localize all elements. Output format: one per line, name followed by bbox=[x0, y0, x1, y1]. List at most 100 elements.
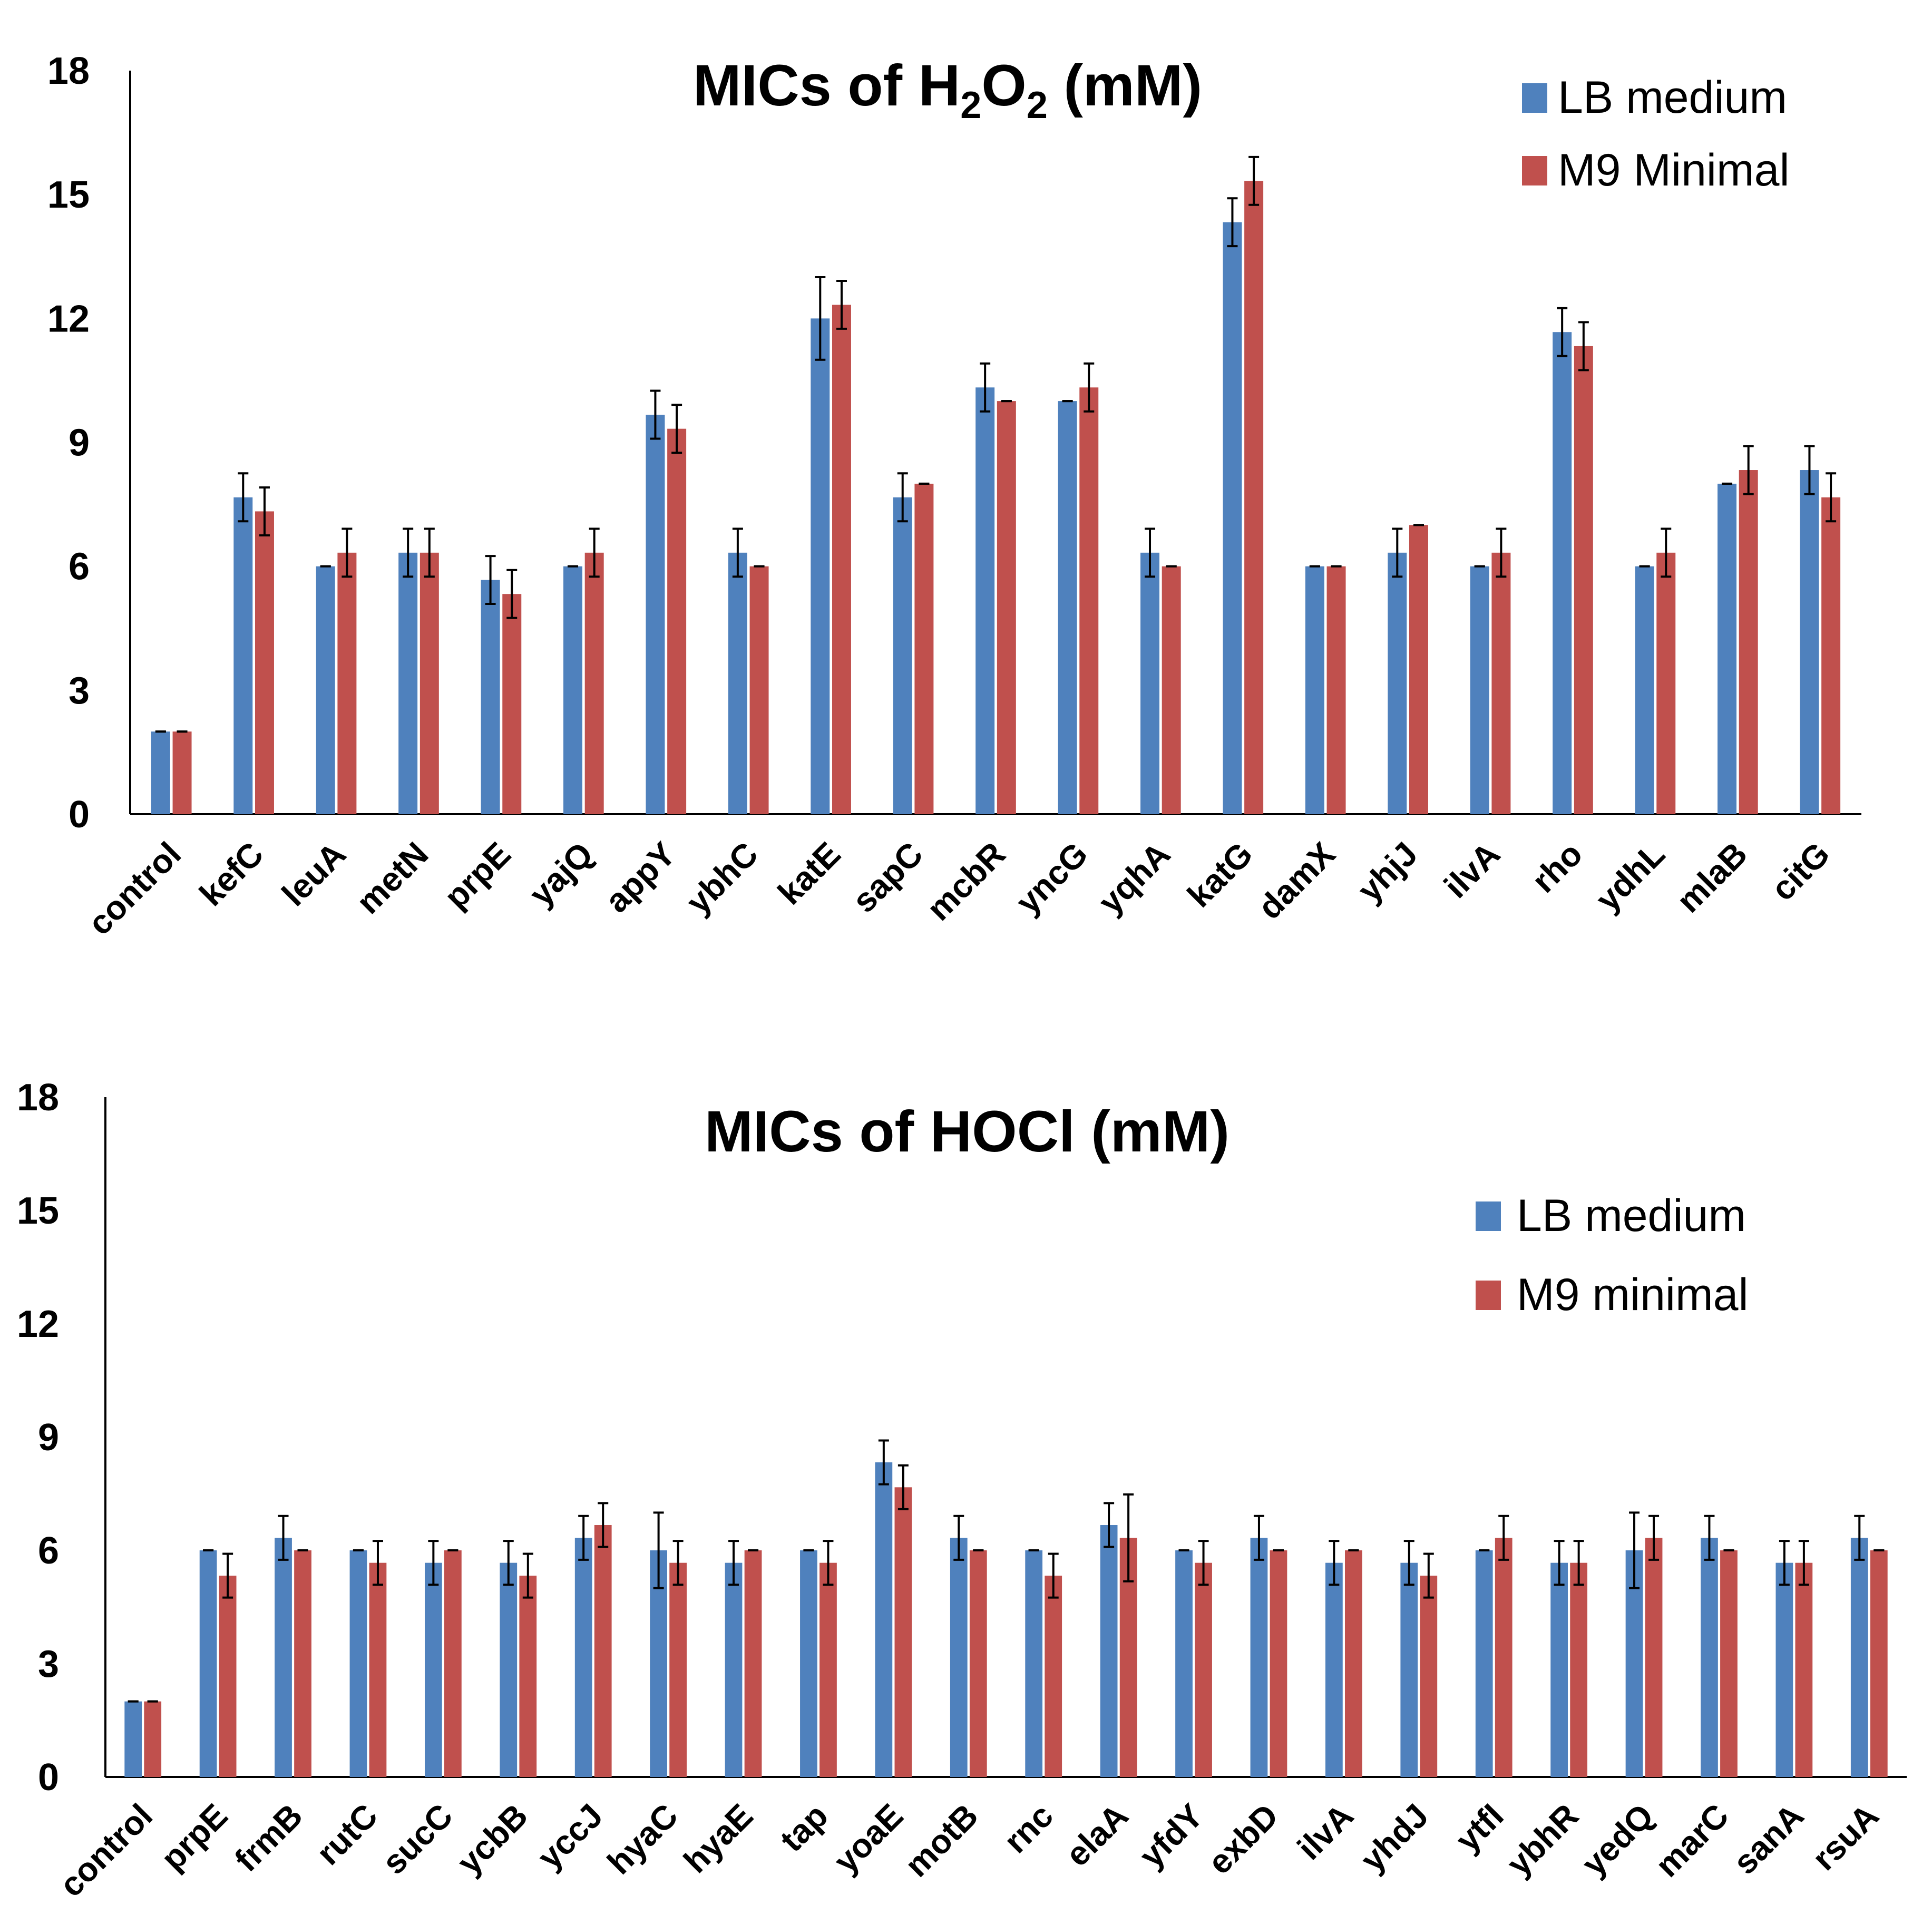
bar-prpE-m9 bbox=[502, 594, 522, 814]
bar-sucC-lb bbox=[424, 1562, 442, 1777]
bar-ilvA-lb bbox=[1325, 1562, 1343, 1777]
hocl-chart: MICs of HOCl (mM) LB medium M9 minimal 0… bbox=[17, 1077, 1907, 1904]
y-tick-label: 6 bbox=[38, 1530, 59, 1572]
bar-tap-m9 bbox=[819, 1562, 837, 1777]
bar-frmB-lb bbox=[275, 1538, 292, 1777]
bar-katE-m9 bbox=[832, 305, 851, 814]
category-label-motB: motB bbox=[897, 1796, 985, 1884]
y-tick-label: 0 bbox=[38, 1756, 59, 1799]
error-bar bbox=[1779, 1540, 1790, 1586]
error-bar bbox=[815, 276, 826, 361]
category-label-exbD: exbD bbox=[1201, 1796, 1286, 1882]
bar-sucC-m9 bbox=[444, 1550, 462, 1777]
legend-label-m9: M9 minimal bbox=[1517, 1269, 1749, 1320]
legend: LB medium M9 Minimal bbox=[1522, 72, 1790, 196]
bar-ilvA-m9 bbox=[1345, 1550, 1362, 1777]
error-bar bbox=[341, 527, 353, 578]
category-label-yncG: yncG bbox=[1009, 835, 1095, 921]
bar-yfdY-m9 bbox=[1195, 1562, 1212, 1777]
error-bar bbox=[589, 527, 600, 578]
bar-prpE-lb bbox=[199, 1550, 217, 1777]
y-tick-label: 18 bbox=[47, 50, 90, 92]
legend-label-lb: LB medium bbox=[1558, 72, 1787, 123]
bar-control-lb bbox=[124, 1701, 142, 1777]
bar-prpE-m9 bbox=[219, 1576, 237, 1777]
y-tick-label: 3 bbox=[38, 1643, 59, 1685]
category-label-metN: metN bbox=[349, 835, 435, 921]
error-bar bbox=[598, 1502, 609, 1548]
bar-exbD-m9 bbox=[1270, 1550, 1287, 1777]
bar-leuA-lb bbox=[316, 566, 335, 814]
error-bar bbox=[1104, 1502, 1115, 1548]
h2o2-chart: MICs of H2O2 (mM) LB medium M9 Minimal 0… bbox=[47, 50, 1861, 942]
category-label-yedQ: yedQ bbox=[1574, 1796, 1661, 1883]
bar-appY-m9 bbox=[667, 428, 687, 814]
error-bar bbox=[428, 1540, 439, 1586]
error-bar bbox=[1498, 1515, 1509, 1561]
bar-kefC-lb bbox=[233, 497, 253, 814]
bar-ilvA-lb bbox=[1470, 566, 1489, 814]
y-tick-label: 3 bbox=[69, 670, 90, 712]
bar-yhdJ-lb bbox=[1400, 1562, 1418, 1777]
category-label-yhdJ: yhdJ bbox=[1353, 1796, 1436, 1879]
bar-rnc-lb bbox=[1025, 1550, 1043, 1777]
category-label-appY: appY bbox=[598, 835, 683, 920]
bar-citG-m9 bbox=[1821, 497, 1841, 814]
bar-appY-lb bbox=[646, 414, 665, 814]
error-bar bbox=[650, 389, 661, 440]
bar-citG-lb bbox=[1800, 470, 1819, 814]
bar-hyaC-m9 bbox=[669, 1562, 687, 1777]
error-bar bbox=[1826, 472, 1837, 523]
error-bar bbox=[1423, 1552, 1434, 1599]
error-bar bbox=[1227, 197, 1238, 248]
bar-yoaE-m9 bbox=[894, 1487, 912, 1777]
error-bar bbox=[1253, 1515, 1264, 1561]
bar-ytfI-lb bbox=[1475, 1550, 1493, 1777]
bar-rsuA-m9 bbox=[1870, 1550, 1888, 1777]
error-bar bbox=[259, 486, 270, 536]
error-bar bbox=[506, 569, 518, 619]
category-label-hyaC: hyaC bbox=[600, 1796, 685, 1882]
bar-rutC-m9 bbox=[369, 1562, 387, 1777]
error-bar bbox=[238, 472, 249, 523]
category-label-sucC: sucC bbox=[375, 1796, 460, 1882]
bar-katG-m9 bbox=[1244, 181, 1264, 814]
bar-ydhL-lb bbox=[1635, 566, 1654, 814]
bar-yqhA-lb bbox=[1140, 552, 1160, 814]
category-label-mlaB: mlaB bbox=[1670, 835, 1755, 920]
bar-yoaE-lb bbox=[875, 1462, 893, 1777]
category-label-control: control bbox=[81, 835, 188, 942]
bar-damX-m9 bbox=[1326, 566, 1346, 814]
bar-ycbB-m9 bbox=[519, 1576, 537, 1777]
bar-exbD-lb bbox=[1250, 1538, 1268, 1777]
error-bar bbox=[1198, 1540, 1209, 1586]
bar-yncG-lb bbox=[1058, 401, 1077, 814]
y-tick-label: 6 bbox=[69, 546, 90, 588]
error-bar bbox=[1403, 1540, 1414, 1586]
legend-swatch-lb bbox=[1522, 83, 1547, 113]
bar-frmB-m9 bbox=[294, 1550, 311, 1777]
bar-katE-lb bbox=[811, 318, 830, 814]
bar-yhjJ-m9 bbox=[1409, 525, 1428, 814]
error-bar bbox=[653, 1511, 664, 1589]
bar-marC-m9 bbox=[1720, 1550, 1738, 1777]
bar-leuA-m9 bbox=[337, 552, 357, 814]
category-label-yqhA: yqhA bbox=[1091, 835, 1177, 921]
error-bar bbox=[1048, 1552, 1059, 1599]
y-tick-label: 12 bbox=[47, 298, 90, 340]
category-label-hyaE: hyaE bbox=[676, 1796, 760, 1880]
error-bar bbox=[522, 1552, 533, 1599]
error-bar bbox=[728, 1540, 739, 1586]
bar-rutC-lb bbox=[349, 1550, 367, 1777]
bar-metN-m9 bbox=[419, 552, 439, 814]
category-label-sanA: sanA bbox=[1726, 1796, 1811, 1882]
category-label-ycbB: ycbB bbox=[450, 1796, 535, 1882]
bar-yajQ-lb bbox=[563, 566, 583, 814]
bar-tap-lb bbox=[800, 1550, 817, 1777]
category-label-ybhC: ybhC bbox=[679, 835, 765, 921]
category-label-sapC: sapC bbox=[845, 835, 930, 920]
y-tick-label: 15 bbox=[47, 174, 90, 216]
category-label-ydhL: ydhL bbox=[1588, 835, 1672, 919]
error-bar bbox=[1496, 527, 1507, 578]
